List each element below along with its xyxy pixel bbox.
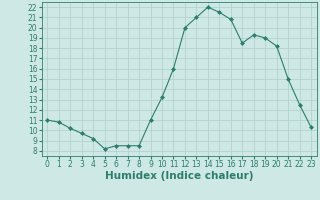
- X-axis label: Humidex (Indice chaleur): Humidex (Indice chaleur): [105, 171, 253, 181]
